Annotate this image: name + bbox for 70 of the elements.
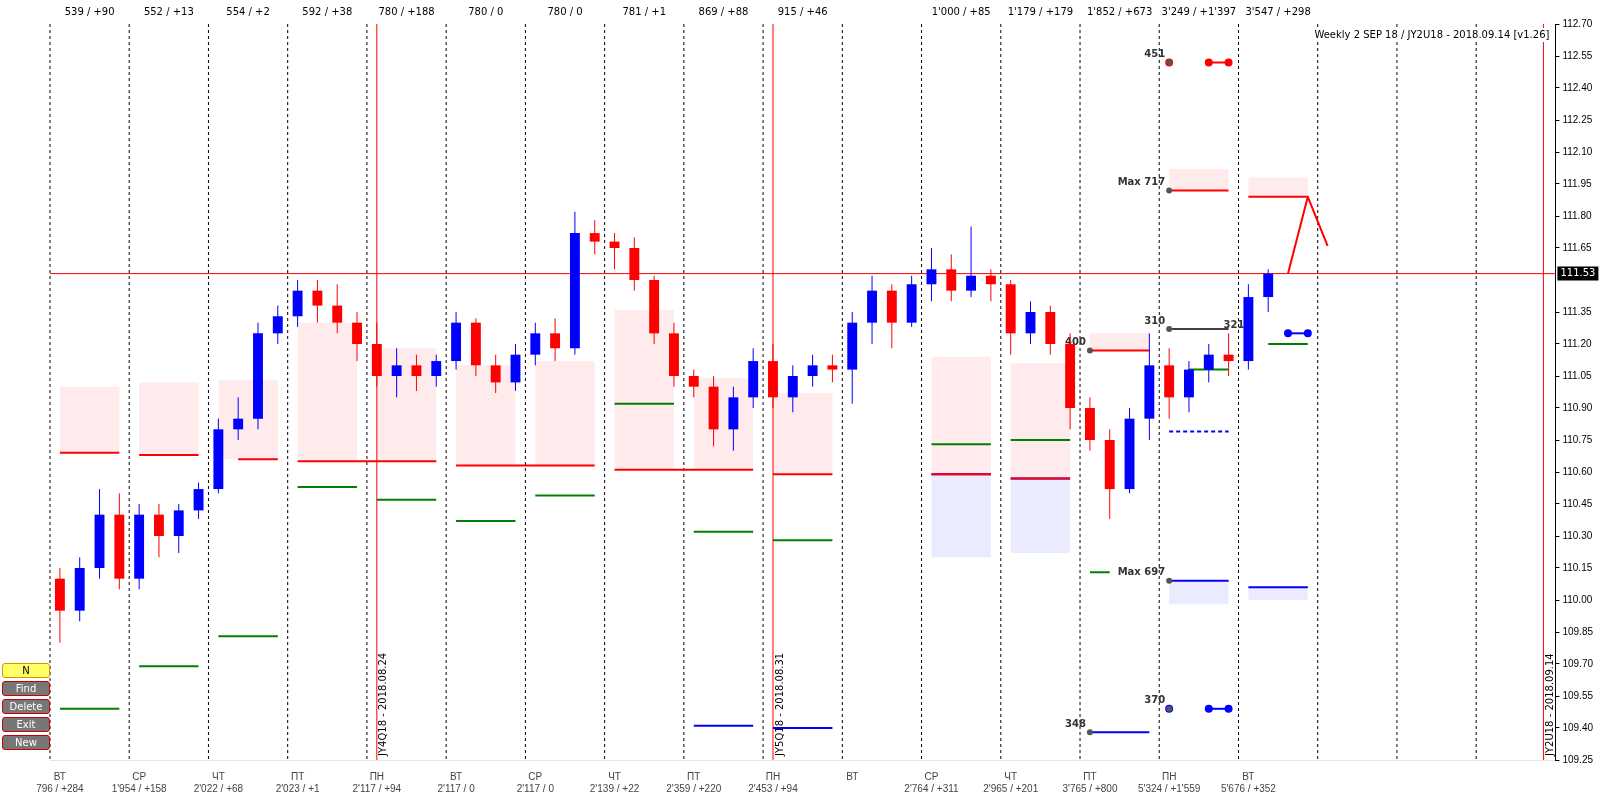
text: 780 / 0 bbox=[547, 5, 583, 17]
x-tick-label: ВТ 2'117 / 0 bbox=[437, 770, 476, 794]
y-tick-label: 110.30 bbox=[1562, 529, 1593, 541]
annotation: 348 bbox=[1065, 717, 1086, 729]
text: 780 / 0 bbox=[468, 5, 504, 17]
x-tick-label: ЧТ 2'139 / +22 bbox=[589, 770, 640, 794]
y-tick-label: 110.60 bbox=[1562, 465, 1593, 477]
y-tick-label: 111.80 bbox=[1562, 209, 1592, 221]
button: New bbox=[2, 735, 50, 750]
x-tick-label: ПН 2'453 / +94 bbox=[748, 770, 799, 794]
button: Delete bbox=[2, 699, 50, 714]
annotation: 451 bbox=[1144, 47, 1166, 59]
y-tick-label: 112.55 bbox=[1562, 49, 1593, 61]
y-tick-label: 112.40 bbox=[1562, 81, 1593, 93]
text: 1'179 / +179 bbox=[1007, 5, 1074, 17]
x-tick-label: ЧТ 2'022 / +68 bbox=[193, 770, 244, 794]
text: 554 / +2 bbox=[226, 5, 270, 17]
y-tick-label: 110.90 bbox=[1562, 401, 1593, 413]
text: JY2U18 - 2018.09.14 bbox=[1544, 653, 1556, 756]
button: Find bbox=[2, 681, 50, 696]
x-tick-label: ВТ 796 / +284 bbox=[36, 770, 85, 794]
text: 1'852 / +673 bbox=[1086, 5, 1153, 17]
y-tick-label: 110.45 bbox=[1562, 497, 1593, 509]
y-tick-label: 110.00 bbox=[1562, 593, 1593, 605]
x-tick-label: ПТ 3'765 / +800 bbox=[1062, 770, 1118, 794]
x-tick-label: ПТ 2'359 / +220 bbox=[666, 770, 722, 794]
annotation: Max 717 bbox=[1117, 175, 1166, 187]
text: 1'000 / +85 bbox=[931, 5, 991, 17]
y-tick-label: 111.05 bbox=[1562, 369, 1592, 381]
text: 539 / +90 bbox=[64, 5, 115, 17]
y-tick-label: 110.15 bbox=[1562, 561, 1593, 573]
y-tick-label: 111.20 bbox=[1562, 337, 1592, 349]
y-tick-label: 109.55 bbox=[1562, 689, 1594, 701]
y-tick-label: 109.70 bbox=[1562, 657, 1594, 669]
y-tick-label: 111.65 bbox=[1562, 241, 1592, 253]
ref-line-label: 111.53 bbox=[1560, 267, 1596, 279]
y-tick-label: 111.35 bbox=[1562, 305, 1592, 317]
annotation: Max 697 bbox=[1117, 566, 1166, 578]
y-tick-label: 109.25 bbox=[1562, 753, 1594, 765]
chart-title: Weekly 2 SEP 18 / JY2U18 - 2018.09.14 [v1.26] bbox=[1314, 28, 1550, 40]
annotation: 370 bbox=[1144, 694, 1166, 706]
x-tick-label: ПН 5'324 / +1'559 bbox=[1137, 770, 1201, 794]
x-tick-label: ЧТ 2'965 / +201 bbox=[983, 770, 1039, 794]
x-tick-label: ВТ bbox=[846, 770, 859, 782]
y-tick-label: 112.70 bbox=[1562, 17, 1593, 29]
text: 3'249 / +1'397 bbox=[1161, 5, 1237, 17]
x-tick-label: ВТ 5'676 / +352 bbox=[1220, 770, 1277, 794]
text: 552 / +13 bbox=[143, 5, 194, 17]
x-tick-label: СР 2'764 / +311 bbox=[904, 770, 960, 794]
text: 915 / +46 bbox=[777, 5, 828, 17]
button: Exit bbox=[2, 717, 50, 732]
x-tick-label: ПТ 2'023 / +1 bbox=[275, 770, 320, 794]
ref-line-label: JY5Q18 - 2018.08.31 bbox=[773, 652, 785, 757]
y-tick-label: 111.95 bbox=[1562, 177, 1592, 189]
x-tick-label: СР 1'954 / +158 bbox=[111, 770, 168, 794]
ref-line-label: JY4Q18 - 2018.08.24 bbox=[377, 652, 389, 757]
button: N bbox=[2, 663, 50, 678]
text: 869 / +88 bbox=[698, 5, 749, 17]
text: 781 / +1 bbox=[622, 5, 667, 17]
annotation: 310 bbox=[1144, 314, 1166, 326]
x-tick-label: ПН 2'117 / +94 bbox=[352, 770, 402, 794]
text: 592 / +38 bbox=[302, 5, 353, 17]
x-tick-label: СР 2'117 / 0 bbox=[516, 770, 555, 794]
text: 780 / +188 bbox=[378, 5, 435, 17]
y-tick-label: 109.85 bbox=[1562, 625, 1594, 637]
y-tick-label: 112.25 bbox=[1562, 113, 1593, 125]
y-tick-label: 110.75 bbox=[1562, 433, 1593, 445]
text: 3'547 / +298 bbox=[1245, 5, 1311, 17]
y-tick-label: 112.10 bbox=[1562, 145, 1593, 157]
y-tick-label: 109.40 bbox=[1562, 721, 1594, 733]
